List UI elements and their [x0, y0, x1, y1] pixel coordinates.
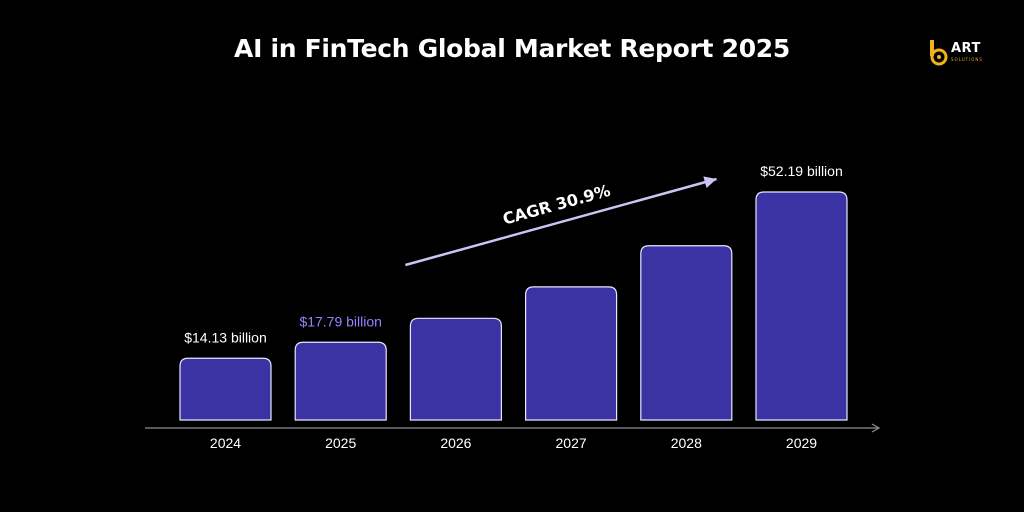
bar-2027	[525, 286, 618, 421]
x-tick-label: 2026	[440, 435, 471, 451]
logo-mark-icon	[930, 40, 948, 66]
company-logo: ART SOLUTIONS	[928, 40, 998, 68]
data-label: $17.79 billion	[299, 313, 382, 329]
data-label: $52.19 billion	[760, 163, 843, 179]
x-tick-label: 2028	[671, 435, 702, 451]
cagr-arrow-line	[405, 177, 717, 267]
cagr-annotation: CAGR 30.9%	[501, 181, 613, 229]
x-axis-arrow-icon	[871, 423, 881, 433]
x-tick-label: 2029	[786, 435, 817, 451]
cagr-arrow-head-icon	[703, 176, 717, 188]
chart-title: AI in FinTech Global Market Report 2025	[234, 34, 790, 63]
x-tick-label: 2025	[325, 435, 356, 451]
x-tick-label: 2024	[210, 435, 241, 451]
logo-name: ART	[951, 41, 981, 56]
bar-2028	[640, 245, 733, 421]
bar-2024	[179, 357, 272, 421]
logo-subtitle: SOLUTIONS	[951, 57, 983, 62]
data-label: $14.13 billion	[184, 329, 267, 345]
x-tick-label: 2027	[556, 435, 587, 451]
bar-2029	[755, 191, 848, 421]
bar-2025	[294, 341, 387, 421]
bar-2026	[409, 317, 502, 421]
